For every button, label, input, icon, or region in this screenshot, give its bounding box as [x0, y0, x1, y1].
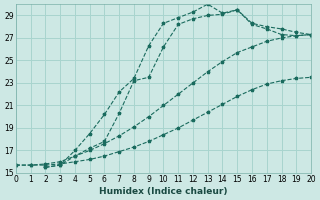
X-axis label: Humidex (Indice chaleur): Humidex (Indice chaleur) — [99, 187, 228, 196]
